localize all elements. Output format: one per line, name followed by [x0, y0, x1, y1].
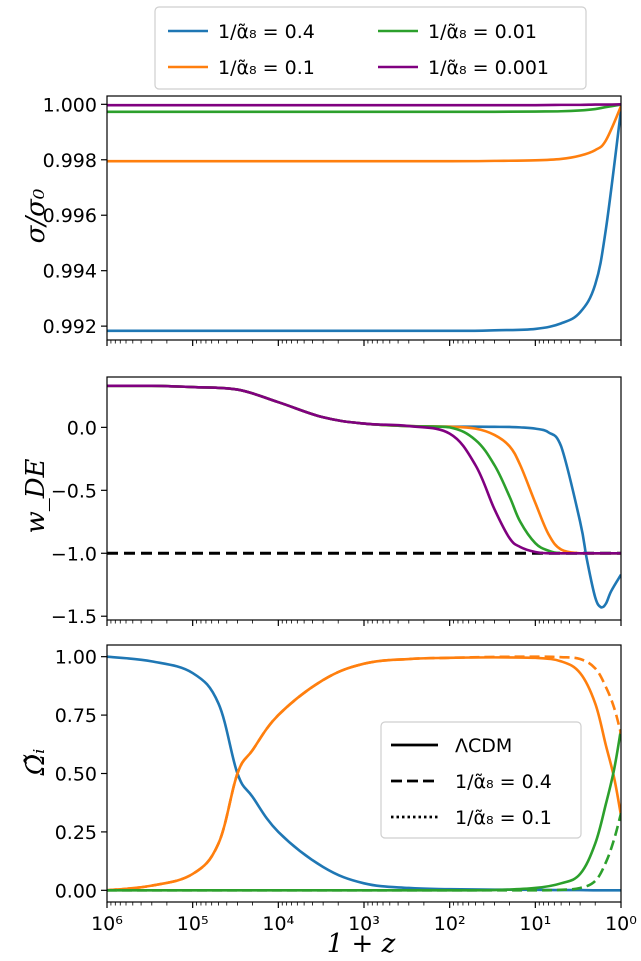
panel-3: 0.00 0.25 0.50 0.75 1.00 10⁶ 10⁵ 10⁴ 10³ 10² 10¹ 10… [55, 644, 637, 935]
series-line-2 [107, 384, 621, 555]
x-tick-label: 10⁰ [605, 913, 637, 935]
bottom-legend: ΛCDM 1/α̃₈ = 0.4 1/α̃₈ = 0.1 [380, 721, 582, 839]
x-tick-label: 10² [434, 913, 466, 935]
panel-1: 0.992 0.994 0.996 0.998 1.000 [43, 94, 622, 346]
bottom-legend-label-0: ΛCDM [455, 735, 512, 757]
y-tick-label: 1.000 [43, 94, 97, 116]
series-line-3 [107, 384, 621, 555]
y-tick-label: 1.00 [55, 647, 97, 669]
y-tick-label: 0.00 [55, 880, 97, 902]
y-tick-label: −0.5 [51, 480, 97, 502]
panel3-ylabel: Ω̃ᵢ [21, 749, 51, 777]
plot-frame [106, 376, 622, 621]
panel2-ylabel: w_DE [21, 458, 51, 533]
plot-panels: 0.992 0.994 0.996 0.998 1.000 −1.5 −1.0 −0.5 0.0… [43, 94, 637, 935]
top-legend: 1/α̃₈ = 0.4 1/α̃₈ = 0.1 1/α̃₈ = 0.01 1/α… [154, 6, 587, 90]
bottom-legend-label-2: 1/α̃₈ = 0.1 [455, 807, 552, 829]
y-tick-label: 0.996 [43, 205, 97, 227]
x-tick-label: 10⁴ [262, 913, 294, 935]
series-line-1 [107, 655, 621, 892]
series-line-5 [107, 812, 621, 892]
series-line-2 [107, 105, 621, 163]
y-tick-label: 0.25 [55, 822, 97, 844]
panel-2: −1.5 −1.0 −0.5 0.0 [51, 376, 622, 628]
bottom-legend-label-1: 1/α̃₈ = 0.4 [455, 771, 552, 793]
plot-frame [106, 95, 622, 341]
top-legend-frame [154, 6, 587, 90]
series-line-3 [107, 103, 621, 114]
x-tick-label: 10¹ [519, 913, 551, 935]
legend-label-2: 1/α̃₈ = 0.01 [428, 21, 537, 43]
series-line-1 [107, 109, 621, 333]
y-tick-label: 0.0 [67, 417, 97, 439]
x-tick-label: 10³ [348, 913, 380, 935]
legend-label-3: 1/α̃₈ = 0.001 [428, 57, 549, 79]
legend-label-0: 1/α̃₈ = 0.4 [218, 21, 315, 43]
y-tick-label: 0.75 [55, 705, 97, 727]
y-tick-label: 0.994 [43, 261, 97, 283]
y-tick-label: 0.998 [43, 150, 97, 172]
panel1-ylabel: σ/σ₀ [21, 188, 51, 243]
x-tick-label: 10⁵ [177, 913, 209, 935]
x-tick-label: 10⁶ [91, 913, 123, 935]
y-tick-label: 0.50 [55, 764, 97, 786]
bottom-legend-frame [380, 721, 582, 839]
series-line-4 [107, 103, 621, 107]
y-tick-label: 0.992 [43, 316, 97, 338]
y-tick-label: −1.5 [51, 606, 97, 628]
y-tick-label: −1.0 [51, 543, 97, 565]
series-line-4 [107, 384, 621, 555]
series-line-1 [107, 384, 621, 609]
legend-label-1: 1/α̃₈ = 0.1 [218, 57, 315, 79]
x-axis-label: 1 + z [327, 929, 396, 959]
series-line-4 [107, 655, 621, 892]
